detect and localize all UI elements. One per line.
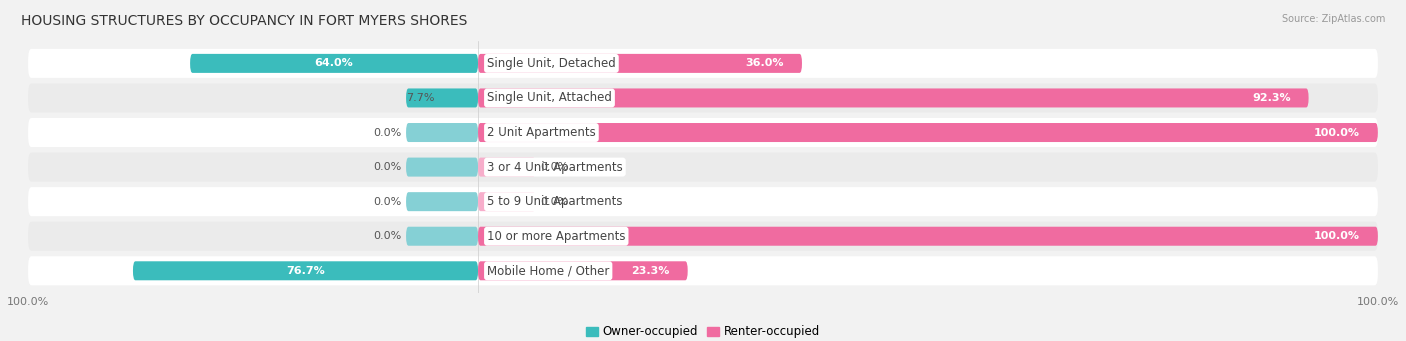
FancyBboxPatch shape: [28, 222, 1378, 251]
FancyBboxPatch shape: [478, 158, 536, 177]
FancyBboxPatch shape: [134, 261, 478, 280]
FancyBboxPatch shape: [406, 158, 478, 177]
Text: 76.7%: 76.7%: [285, 266, 325, 276]
Text: Mobile Home / Other: Mobile Home / Other: [486, 264, 609, 277]
Text: HOUSING STRUCTURES BY OCCUPANCY IN FORT MYERS SHORES: HOUSING STRUCTURES BY OCCUPANCY IN FORT …: [21, 14, 467, 28]
FancyBboxPatch shape: [478, 261, 688, 280]
FancyBboxPatch shape: [406, 123, 478, 142]
Text: 100.0%: 100.0%: [1313, 128, 1360, 137]
Text: 0.0%: 0.0%: [374, 231, 402, 241]
FancyBboxPatch shape: [28, 152, 1378, 182]
FancyBboxPatch shape: [28, 49, 1378, 78]
FancyBboxPatch shape: [28, 256, 1378, 285]
Text: 23.3%: 23.3%: [631, 266, 669, 276]
FancyBboxPatch shape: [478, 54, 801, 73]
Text: 0.0%: 0.0%: [540, 162, 568, 172]
Text: 0.0%: 0.0%: [374, 162, 402, 172]
FancyBboxPatch shape: [478, 88, 1309, 107]
FancyBboxPatch shape: [406, 227, 478, 246]
FancyBboxPatch shape: [478, 123, 1378, 142]
Text: 5 to 9 Unit Apartments: 5 to 9 Unit Apartments: [486, 195, 623, 208]
Legend: Owner-occupied, Renter-occupied: Owner-occupied, Renter-occupied: [581, 321, 825, 341]
Text: 100.0%: 100.0%: [1313, 231, 1360, 241]
Text: 0.0%: 0.0%: [374, 128, 402, 137]
Text: 7.7%: 7.7%: [406, 93, 434, 103]
FancyBboxPatch shape: [406, 88, 478, 107]
FancyBboxPatch shape: [28, 118, 1378, 147]
FancyBboxPatch shape: [406, 192, 478, 211]
Text: 36.0%: 36.0%: [745, 58, 785, 69]
Text: 2 Unit Apartments: 2 Unit Apartments: [486, 126, 596, 139]
Text: Source: ZipAtlas.com: Source: ZipAtlas.com: [1281, 14, 1385, 24]
Text: Single Unit, Attached: Single Unit, Attached: [486, 91, 612, 104]
Text: 64.0%: 64.0%: [315, 58, 353, 69]
Text: 10 or more Apartments: 10 or more Apartments: [486, 230, 626, 243]
FancyBboxPatch shape: [478, 192, 536, 211]
FancyBboxPatch shape: [478, 227, 1378, 246]
Text: 3 or 4 Unit Apartments: 3 or 4 Unit Apartments: [486, 161, 623, 174]
Text: Single Unit, Detached: Single Unit, Detached: [486, 57, 616, 70]
Text: 0.0%: 0.0%: [374, 197, 402, 207]
FancyBboxPatch shape: [28, 84, 1378, 113]
FancyBboxPatch shape: [28, 187, 1378, 216]
FancyBboxPatch shape: [190, 54, 478, 73]
Text: 0.0%: 0.0%: [540, 197, 568, 207]
Text: 92.3%: 92.3%: [1251, 93, 1291, 103]
